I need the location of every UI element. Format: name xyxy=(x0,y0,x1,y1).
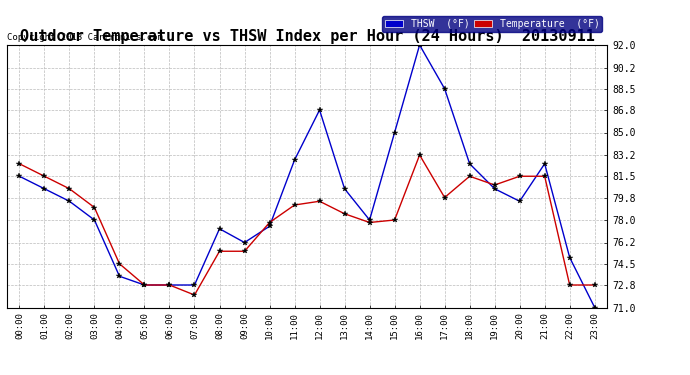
Text: Copyright 2013 Cartronics.com: Copyright 2013 Cartronics.com xyxy=(7,33,163,42)
Legend: THSW  (°F), Temperature  (°F): THSW (°F), Temperature (°F) xyxy=(382,16,602,32)
Title: Outdoor Temperature vs THSW Index per Hour (24 Hours)  20130911: Outdoor Temperature vs THSW Index per Ho… xyxy=(19,29,595,44)
